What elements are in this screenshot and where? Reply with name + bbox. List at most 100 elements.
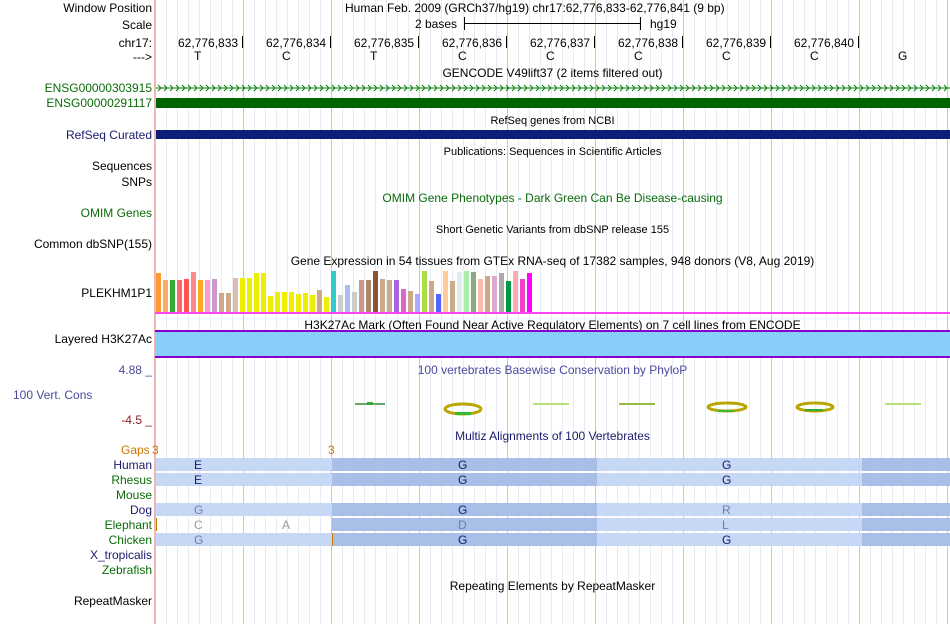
gtex-tissue-bar[interactable] [212,279,217,313]
gtex-tissue-bar[interactable] [198,280,203,313]
strand-chevron [295,84,300,92]
gtex-tissue-bar[interactable] [380,279,385,313]
strand-chevron [253,84,258,92]
scale-bar [464,23,640,24]
gtex-tissue-bar[interactable] [261,273,266,313]
gtex-tissue-bar[interactable] [436,294,441,313]
species-label-chicken[interactable]: Chicken [108,533,152,547]
gencode-item-2-label[interactable]: ENSG00000291117 [46,96,152,110]
species-label-elephant[interactable]: Elephant [104,518,152,532]
gtex-tissue-bar[interactable] [373,271,378,313]
repeatmasker-label[interactable]: RepeatMasker [73,594,152,608]
gtex-tissue-bar[interactable] [352,292,357,313]
gtex-tissue-bar[interactable] [520,279,525,313]
species-label-rhesus[interactable]: Rhesus [111,473,152,487]
gtex-tissue-bar[interactable] [275,292,280,313]
gtex-tissue-bar[interactable] [408,291,413,313]
gtex-tissue-bar[interactable] [499,273,504,313]
species-label-xtropicalis[interactable]: X_tropicalis [89,548,152,562]
strand-chevron [301,84,306,92]
gtex-tissue-bar[interactable] [401,289,406,313]
gtex-tissue-bar[interactable] [387,280,392,313]
h3k27ac-label[interactable]: Layered H3K27Ac [54,332,152,346]
refseq-label[interactable]: RefSeq Curated [65,128,152,142]
phylop-logo-track[interactable] [155,398,950,418]
gtex-tissue-bar[interactable] [254,273,259,313]
refseq-track[interactable] [156,130,950,139]
publications-snps-label[interactable]: SNPs [121,175,152,189]
gtex-tissue-bar[interactable] [338,295,343,313]
strand-chevron [439,84,444,92]
gtex-tissue-bar[interactable] [457,272,462,313]
gencode-item-1-track[interactable] [156,82,950,94]
gtex-tissue-bar[interactable] [415,294,420,313]
publications-sequences-label[interactable]: Sequences [91,159,152,173]
h3k27ac-signal[interactable] [155,332,950,356]
strand-chevron [745,84,750,92]
gencode-item-2-track[interactable] [156,98,950,108]
gtex-tissue-bar[interactable] [219,293,224,313]
gtex-tissue-bar[interactable] [240,278,245,313]
gtex-tissue-bar[interactable] [471,272,476,313]
gaps-value-1: 3 [152,443,159,457]
strand-label: ---> [133,50,152,64]
species-label-zebrafish[interactable]: Zebrafish [101,563,152,577]
base-letter: C [458,49,467,63]
gtex-tissue-bar[interactable] [443,271,448,313]
gtex-tissue-bar[interactable] [485,276,490,313]
gtex-tissue-bar[interactable] [464,271,469,313]
gtex-tissue-bar[interactable] [163,280,168,313]
gtex-tissue-bar[interactable] [331,271,336,313]
gtex-tissue-bar[interactable] [324,297,329,313]
strand-chevron [541,84,546,92]
gtex-tissue-bar[interactable] [394,280,399,313]
strand-chevron [943,84,948,92]
strand-chevron [679,84,684,92]
gtex-tissue-bar[interactable] [156,273,161,313]
gtex-tissue-bar[interactable] [478,279,483,313]
gtex-tissue-bar[interactable] [205,280,210,313]
gtex-tissue-bar[interactable] [233,278,238,313]
gaps-label[interactable]: Gaps [121,443,150,457]
strand-chevron [469,84,474,92]
gtex-tissue-bar[interactable] [359,280,364,313]
gtex-tissue-bar[interactable] [247,278,252,313]
gtex-tissue-bar[interactable] [177,280,182,313]
gencode-item-1-label[interactable]: ENSG00000303915 [44,81,152,95]
gtex-tissue-bar[interactable] [422,271,427,313]
gtex-tissue-bar[interactable] [170,280,175,313]
gtex-tissue-bar[interactable] [429,281,434,313]
gtex-tissue-bar[interactable] [226,293,231,313]
gtex-tissue-bar[interactable] [492,276,497,313]
gtex-tissue-bar[interactable] [289,292,294,313]
gtex-tissue-bar[interactable] [366,280,371,313]
phylop-label[interactable]: 100 Vert. Cons [13,388,93,402]
gtex-tissue-bar[interactable] [506,281,511,313]
gtex-gene-label[interactable]: PLEKHM1P1 [81,286,152,300]
gtex-tissue-bar[interactable] [296,294,301,313]
omim-label[interactable]: OMIM Genes [80,206,152,220]
gtex-tissue-bar[interactable] [345,285,350,313]
base-letter: C [546,49,555,63]
ruler-position-label: 62,776,839 [706,36,767,50]
gtex-expression-chart[interactable] [155,269,950,313]
gtex-tissue-bar[interactable] [310,295,315,313]
species-label-mouse[interactable]: Mouse [115,488,152,502]
gtex-tissue-bar[interactable] [527,273,532,313]
strand-chevron [505,84,510,92]
gtex-tissue-bar[interactable] [282,292,287,313]
strand-chevron [157,84,162,92]
dbsnp-label[interactable]: Common dbSNP(155) [33,237,152,251]
species-label-human[interactable]: Human [113,458,152,472]
gtex-tissue-bar[interactable] [450,281,455,313]
gtex-tissue-bar[interactable] [191,272,196,313]
gtex-tissue-bar[interactable] [513,271,518,313]
phylop-max-label: 4.88 _ [118,363,152,377]
gtex-tissue-bar[interactable] [268,296,273,313]
gtex-tissue-bar[interactable] [184,279,189,313]
gtex-tissue-bar[interactable] [303,293,308,313]
strand-chevron [379,84,384,92]
strand-chevron [625,84,630,92]
gtex-tissue-bar[interactable] [317,290,322,313]
species-label-dog[interactable]: Dog [129,503,152,517]
